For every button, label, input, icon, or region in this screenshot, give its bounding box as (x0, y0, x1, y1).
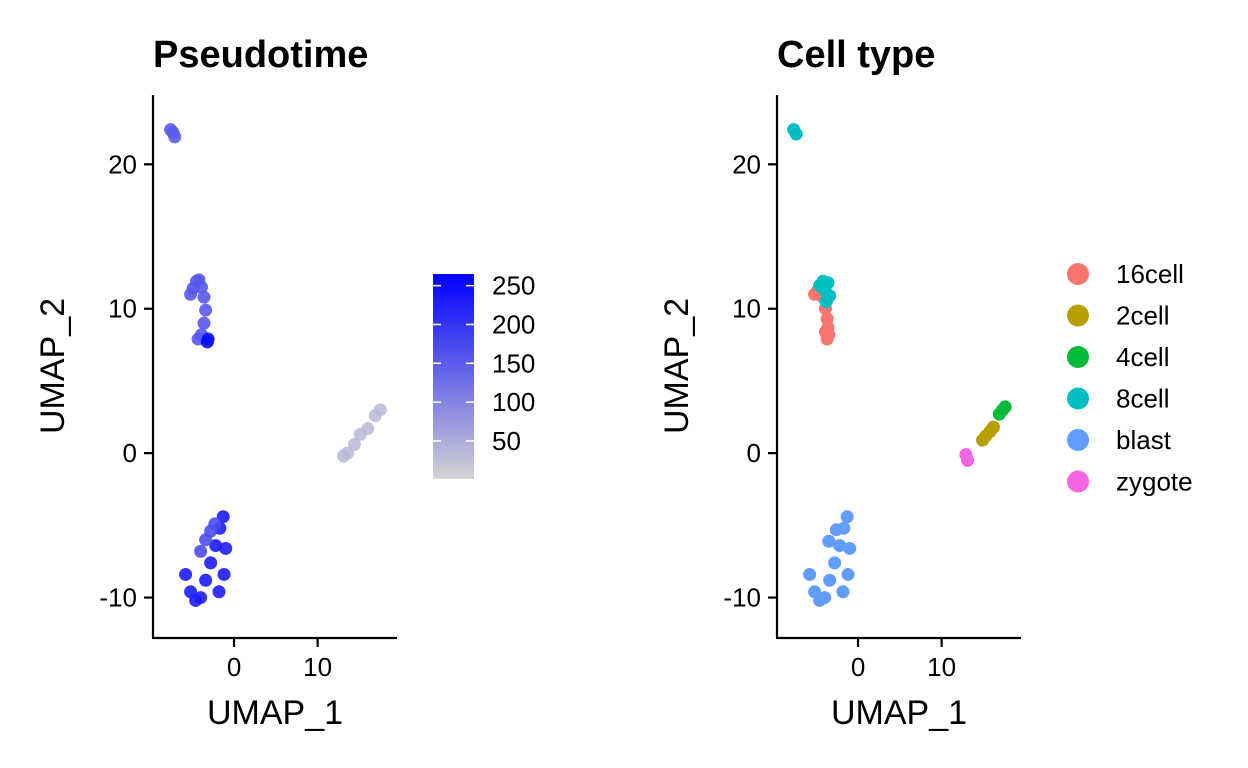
legend-swatch (1067, 304, 1089, 327)
data-point (197, 316, 211, 330)
y-tick-label: -10 (99, 583, 137, 613)
legend-label: zygote (1116, 467, 1193, 497)
data-point (841, 567, 855, 581)
pseudotime-title: Pseudotime (153, 34, 368, 76)
data-point (818, 591, 832, 605)
celltype-legend: 16cell 2cell 4cell 8cell blast zygote (1067, 259, 1193, 497)
y-tick-label: 20 (108, 149, 137, 179)
legend-label: 16cell (1116, 259, 1184, 289)
celltype-title: Cell type (777, 34, 935, 76)
data-point (823, 573, 837, 587)
legend-label: 2cell (1116, 301, 1169, 331)
data-point (217, 567, 231, 581)
data-point (199, 573, 213, 587)
data-point (828, 556, 842, 570)
data-point (194, 544, 208, 558)
celltype-y-ticks: -10 0 10 20 (723, 149, 777, 613)
legend-swatch (1067, 470, 1089, 493)
data-point (789, 127, 803, 141)
data-point (197, 290, 211, 304)
data-point (818, 325, 832, 339)
y-tick-label: 0 (747, 438, 761, 468)
y-tick-label: -10 (723, 583, 761, 613)
celltype-panel: Cell type -10 0 10 20 0 10 UMAP_1 UMAP_2 16c… (658, 34, 1193, 732)
pseudotime-colorbar: 50 100 150 200 250 (433, 271, 535, 479)
data-point (840, 510, 854, 524)
pseudotime-x-axis-label: UMAP_1 (207, 694, 343, 732)
data-point (204, 556, 218, 570)
data-point (819, 295, 833, 309)
data-point (179, 567, 193, 581)
pseudotime-points (164, 123, 387, 607)
colorbar-ticks: 50 100 150 200 250 (433, 271, 535, 456)
data-point (373, 403, 387, 417)
data-point (208, 517, 222, 531)
x-tick-label: 10 (303, 652, 332, 682)
celltype-x-ticks: 0 10 (851, 638, 956, 682)
colorbar-tick-label: 150 (492, 348, 535, 378)
data-point (199, 303, 213, 317)
data-point (347, 437, 361, 451)
legend-swatch (1067, 429, 1089, 451)
x-tick-label: 0 (851, 652, 865, 682)
data-point (194, 280, 208, 294)
pseudotime-panel: Pseudotime -10 0 10 20 0 10 UMAP_1 UMAP_2 50… (34, 34, 535, 732)
pseudotime-x-ticks: 0 10 (227, 638, 332, 682)
y-tick-label: 10 (732, 294, 761, 324)
colorbar-tick-label: 250 (492, 271, 535, 301)
celltype-x-axis-label: UMAP_1 (831, 694, 967, 732)
data-point (201, 332, 215, 346)
celltype-points (787, 123, 1012, 607)
data-point (961, 453, 975, 467)
data-point (822, 534, 836, 548)
colorbar-tick-label: 100 (492, 387, 535, 417)
data-point (821, 276, 835, 290)
data-point (836, 585, 850, 599)
legend-label: 8cell (1116, 384, 1169, 414)
data-point (998, 400, 1012, 414)
colorbar-tick-label: 200 (492, 309, 535, 339)
data-point (212, 585, 226, 599)
legend-swatch (1067, 263, 1089, 285)
y-tick-label: 10 (108, 294, 137, 324)
legend-label: 4cell (1116, 342, 1169, 372)
data-point (209, 539, 223, 553)
x-tick-label: 10 (927, 652, 956, 682)
colorbar-tick-label: 50 (492, 426, 521, 456)
data-point (361, 422, 375, 436)
data-point (194, 591, 208, 605)
legend-swatch (1067, 387, 1089, 410)
celltype-y-axis-label: UMAP_2 (658, 298, 696, 434)
y-tick-label: 0 (123, 438, 137, 468)
x-tick-label: 0 (227, 652, 241, 682)
data-point (986, 420, 1000, 434)
y-tick-label: 20 (732, 149, 761, 179)
data-point (829, 523, 843, 537)
legend-swatch (1067, 346, 1089, 368)
data-point (219, 541, 233, 555)
pseudotime-y-ticks: -10 0 10 20 (99, 149, 153, 613)
data-point (843, 541, 857, 555)
pseudotime-y-axis-label: UMAP_2 (34, 298, 72, 434)
legend-label: blast (1116, 425, 1172, 455)
colorbar-gradient (433, 274, 474, 479)
data-point (833, 539, 847, 553)
data-point (803, 567, 817, 581)
data-point (168, 130, 182, 144)
